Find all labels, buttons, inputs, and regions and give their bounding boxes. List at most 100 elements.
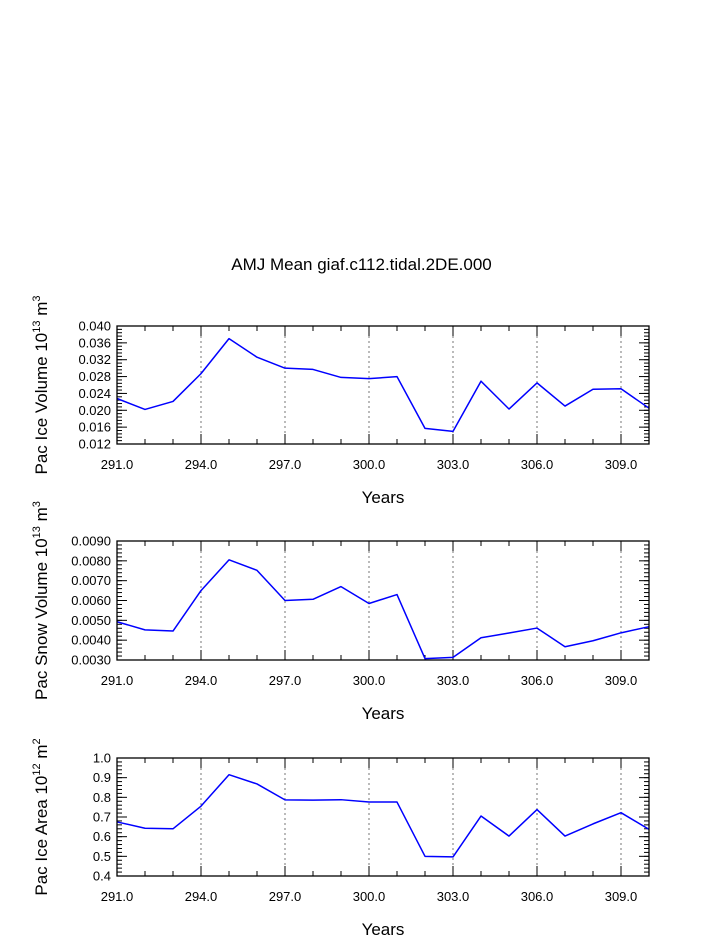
y-tick-label: 0.0030	[71, 653, 111, 668]
data-point	[284, 799, 286, 801]
x-tick-label: 300.0	[353, 889, 386, 904]
data-point	[200, 805, 202, 807]
y-tick-label: 0.0080	[71, 553, 111, 568]
data-point	[508, 408, 510, 410]
data-point	[536, 382, 538, 384]
y-tick-label: 0.7	[93, 810, 111, 825]
y-tick-label: 0.0060	[71, 593, 111, 608]
data-point	[536, 627, 538, 629]
y-tick-label: 0.040	[78, 319, 111, 334]
y-tick-label: 0.028	[78, 369, 111, 384]
x-tick-label: 303.0	[437, 457, 470, 472]
data-point	[620, 811, 622, 813]
x-tick-label: 291.0	[101, 889, 134, 904]
x-tick-label: 306.0	[521, 889, 554, 904]
data-point	[536, 808, 538, 810]
data-point	[564, 646, 566, 648]
data-point	[480, 637, 482, 639]
data-point	[508, 632, 510, 634]
x-axis-label: Years	[362, 920, 405, 935]
series-line	[116, 559, 650, 660]
x-tick-label: 294.0	[185, 889, 218, 904]
data-point	[200, 372, 202, 374]
data-point	[312, 598, 314, 600]
x-tick-label: 309.0	[605, 673, 638, 688]
data-point	[340, 798, 342, 800]
y-tick-label: 0.020	[78, 403, 111, 418]
x-tick-label: 309.0	[605, 889, 638, 904]
y-axis-label: Pac Ice Area 1012 m2	[31, 738, 51, 895]
data-point	[228, 337, 230, 339]
data-point	[284, 599, 286, 601]
data-point	[144, 827, 146, 829]
x-tick-label: 294.0	[185, 673, 218, 688]
x-tick-label: 291.0	[101, 457, 134, 472]
data-point	[480, 380, 482, 382]
data-point	[284, 367, 286, 369]
y-tick-label: 0.0040	[71, 633, 111, 648]
x-tick-label: 306.0	[521, 457, 554, 472]
y-tick-label: 1.0	[93, 751, 111, 766]
plot-frame	[116, 757, 650, 877]
chart-title: AMJ Mean giaf.c112.tidal.2DE.000	[231, 255, 492, 274]
data-point	[172, 828, 174, 830]
data-point	[368, 801, 370, 803]
x-tick-label: 297.0	[269, 889, 302, 904]
x-tick-label: 294.0	[185, 457, 218, 472]
x-tick-label: 303.0	[437, 889, 470, 904]
data-point	[256, 356, 258, 358]
data-point	[564, 835, 566, 837]
y-tick-label: 0.036	[78, 335, 111, 350]
data-point	[368, 377, 370, 379]
data-point	[620, 632, 622, 634]
y-tick-label: 0.032	[78, 352, 111, 367]
y-axis-label: Pac Snow Volume 1013 m3	[31, 501, 51, 700]
data-point	[592, 823, 594, 825]
data-point	[172, 630, 174, 632]
data-point	[312, 368, 314, 370]
data-point	[312, 799, 314, 801]
x-tick-label: 297.0	[269, 673, 302, 688]
x-tick-label: 300.0	[353, 673, 386, 688]
data-point	[508, 835, 510, 837]
x-tick-label: 306.0	[521, 673, 554, 688]
y-tick-label: 0.0090	[71, 534, 111, 549]
data-point	[228, 774, 230, 776]
x-axis-label: Years	[362, 704, 405, 723]
data-point	[256, 783, 258, 785]
data-point	[200, 589, 202, 591]
data-point	[452, 430, 454, 432]
plot-frame	[116, 325, 650, 445]
y-tick-label: 0.0050	[71, 613, 111, 628]
x-tick-label: 300.0	[353, 457, 386, 472]
y-tick-label: 0.5	[93, 849, 111, 864]
data-point	[340, 585, 342, 587]
data-point	[424, 427, 426, 429]
data-point	[368, 602, 370, 604]
plot-frame	[116, 540, 650, 661]
data-point	[452, 856, 454, 858]
data-point	[172, 400, 174, 402]
data-point	[144, 408, 146, 410]
y-tick-label: 0.6	[93, 829, 111, 844]
y-tick-label: 0.012	[78, 437, 111, 452]
data-point	[256, 569, 258, 571]
x-axis-label: Years	[362, 488, 405, 507]
data-point	[592, 388, 594, 390]
data-point	[480, 815, 482, 817]
x-tick-label: 297.0	[269, 457, 302, 472]
x-tick-label: 291.0	[101, 673, 134, 688]
data-point	[396, 801, 398, 803]
data-point	[396, 375, 398, 377]
y-tick-label: 0.4	[93, 869, 111, 884]
data-point	[340, 376, 342, 378]
data-point	[564, 405, 566, 407]
y-tick-label: 0.0070	[71, 573, 111, 588]
data-point	[424, 855, 426, 857]
y-axis-label: Pac Ice Volume 1013 m3	[31, 295, 51, 474]
ice-area-panel: 291.0 294.0 297.0 300.0 303.0 306.0 309.0 0.4 0.…	[31, 738, 650, 935]
data-point	[592, 640, 594, 642]
data-point	[452, 656, 454, 658]
data-point	[228, 559, 230, 561]
